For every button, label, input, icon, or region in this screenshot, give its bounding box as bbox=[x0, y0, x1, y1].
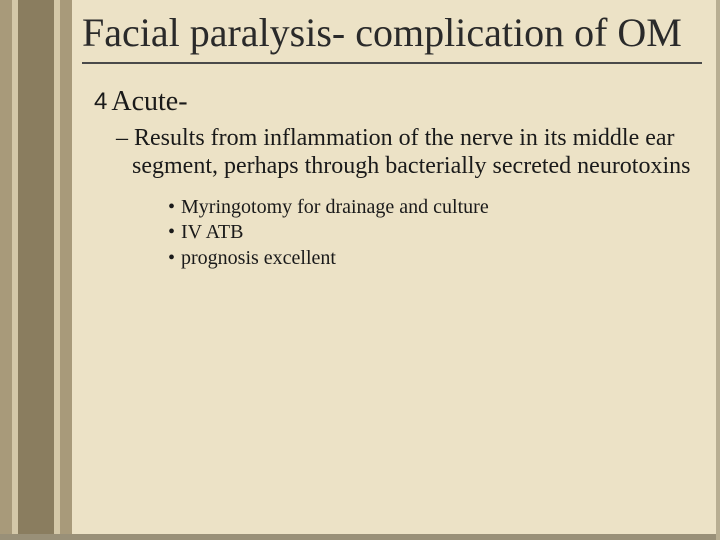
bottom-shadow bbox=[0, 534, 720, 540]
level3-list: •Myringotomy for drainage and culture •I… bbox=[168, 195, 702, 272]
dot-bullet-icon: • bbox=[168, 196, 175, 218]
level3-text: Myringotomy for drainage and culture bbox=[181, 196, 489, 218]
bullet-level3: •Myringotomy for drainage and culture bbox=[182, 195, 702, 221]
bullet-level2: –Results from inflammation of the nerve … bbox=[132, 124, 702, 181]
right-shadow bbox=[716, 0, 720, 540]
dash-bullet-icon: – bbox=[116, 125, 128, 151]
level3-text: prognosis excellent bbox=[181, 247, 336, 269]
slide-title: Facial paralysis- complication of OM bbox=[82, 10, 702, 64]
bullet-level3: •IV ATB bbox=[182, 220, 702, 246]
bullet-level1: 4Acute- bbox=[94, 86, 702, 118]
bullet-level3: •prognosis excellent bbox=[182, 246, 702, 272]
checkbox-bullet-icon: 4 bbox=[94, 88, 107, 115]
slide-content: Facial paralysis- complication of OM 4Ac… bbox=[82, 10, 702, 271]
dot-bullet-icon: • bbox=[168, 247, 175, 269]
dot-bullet-icon: • bbox=[168, 221, 175, 243]
level1-text: Acute- bbox=[111, 86, 187, 117]
level2-text: Results from inflammation of the nerve i… bbox=[132, 125, 690, 179]
left-border-dark-stripe bbox=[18, 0, 54, 540]
level3-text: IV ATB bbox=[181, 221, 243, 243]
